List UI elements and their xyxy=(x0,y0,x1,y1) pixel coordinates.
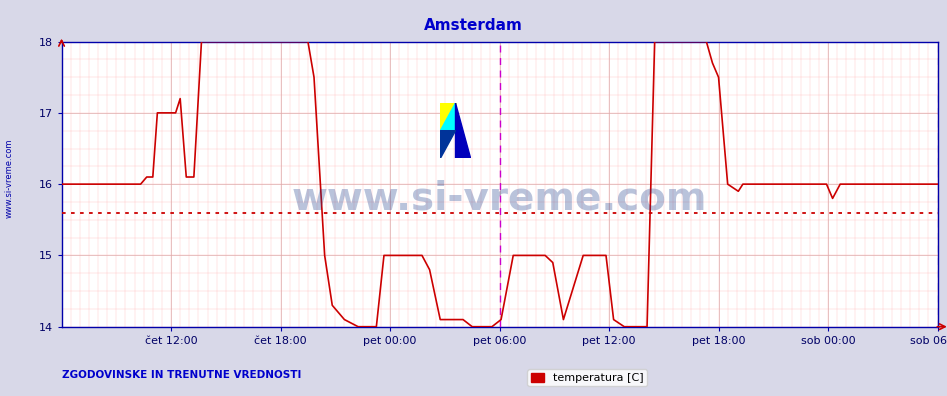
Text: www.si-vreme.com: www.si-vreme.com xyxy=(292,179,707,217)
Polygon shape xyxy=(440,131,456,158)
Polygon shape xyxy=(456,103,471,158)
Text: ZGODOVINSKE IN TRENUTNE VREDNOSTI: ZGODOVINSKE IN TRENUTNE VREDNOSTI xyxy=(62,370,301,380)
Polygon shape xyxy=(440,103,456,131)
Legend: temperatura [C]: temperatura [C] xyxy=(527,369,647,386)
Text: Amsterdam: Amsterdam xyxy=(424,18,523,33)
Text: www.si-vreme.com: www.si-vreme.com xyxy=(5,139,14,218)
Polygon shape xyxy=(440,103,456,131)
